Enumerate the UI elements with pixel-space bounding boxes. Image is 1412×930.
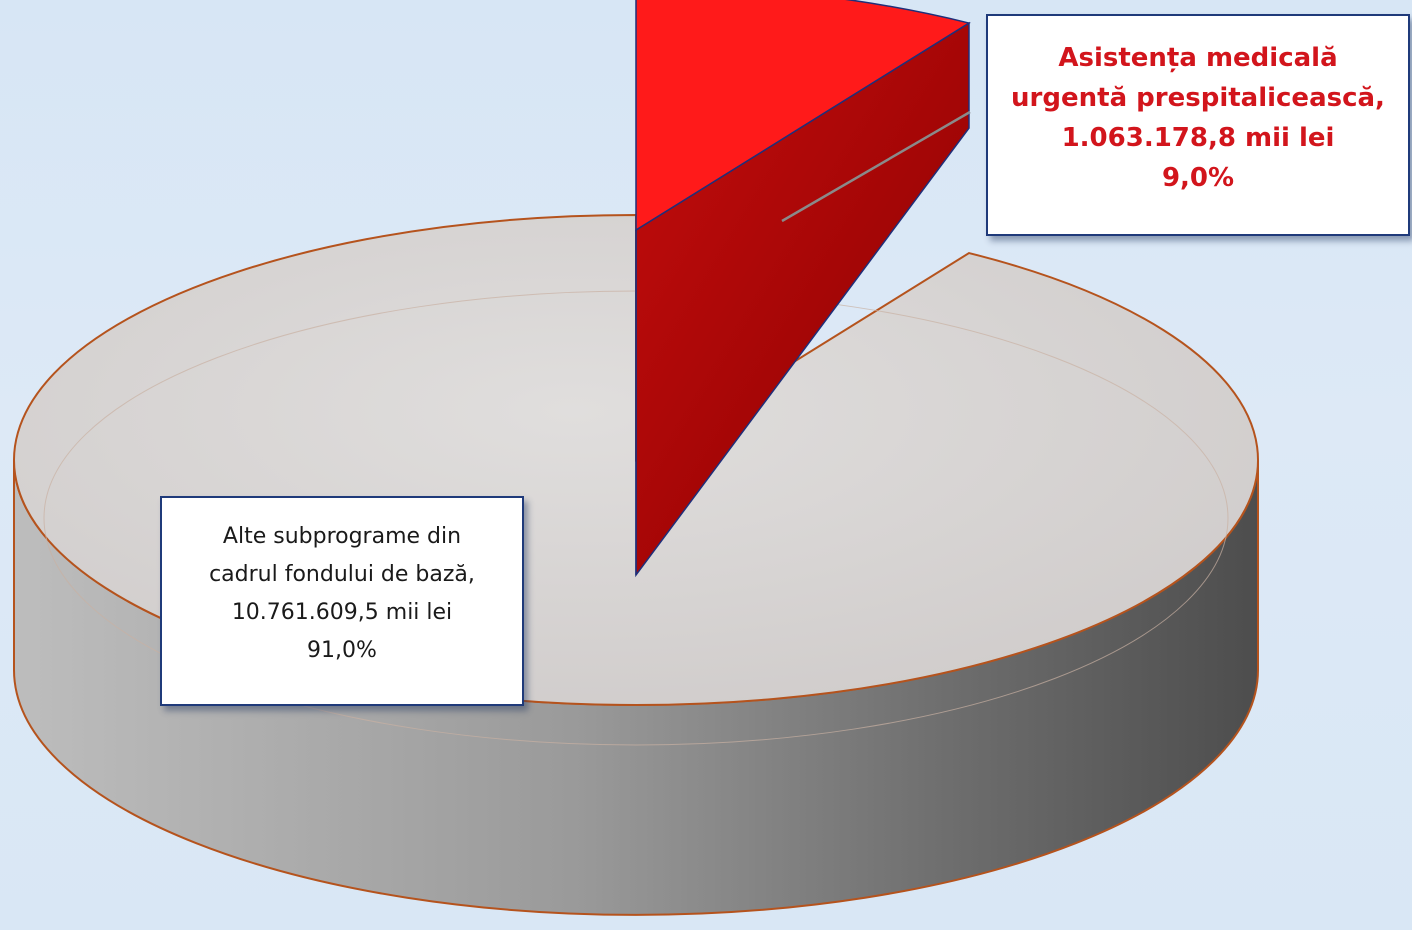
slice-label-emergency-care: Asistența medicală urgentă prespitalicea… [986, 14, 1410, 236]
slice-value-emergency: 1.063.178,8 mii lei [1061, 123, 1335, 153]
slice-value-other: 10.761.609,5 mii lei [231, 600, 453, 625]
slice-percent-emergency: 9,0% [1161, 163, 1235, 193]
slice-label-other-line1: Alte subprograme din [222, 524, 462, 549]
slice-label-other-subprograms: Alte subprograme din cadrul fondului de … [160, 496, 524, 706]
slice-label-emergency-line2: urgentă prespitalicească, [1011, 83, 1385, 113]
slice-percent-other: 91,0% [307, 638, 377, 663]
slice-label-emergency-line1: Asistența medicală [1058, 43, 1338, 73]
pie-slice-emergency [635, 0, 971, 232]
slice-label-other-line2: cadrul fondului de bază, [209, 562, 475, 587]
callout-leader-line [781, 110, 971, 223]
